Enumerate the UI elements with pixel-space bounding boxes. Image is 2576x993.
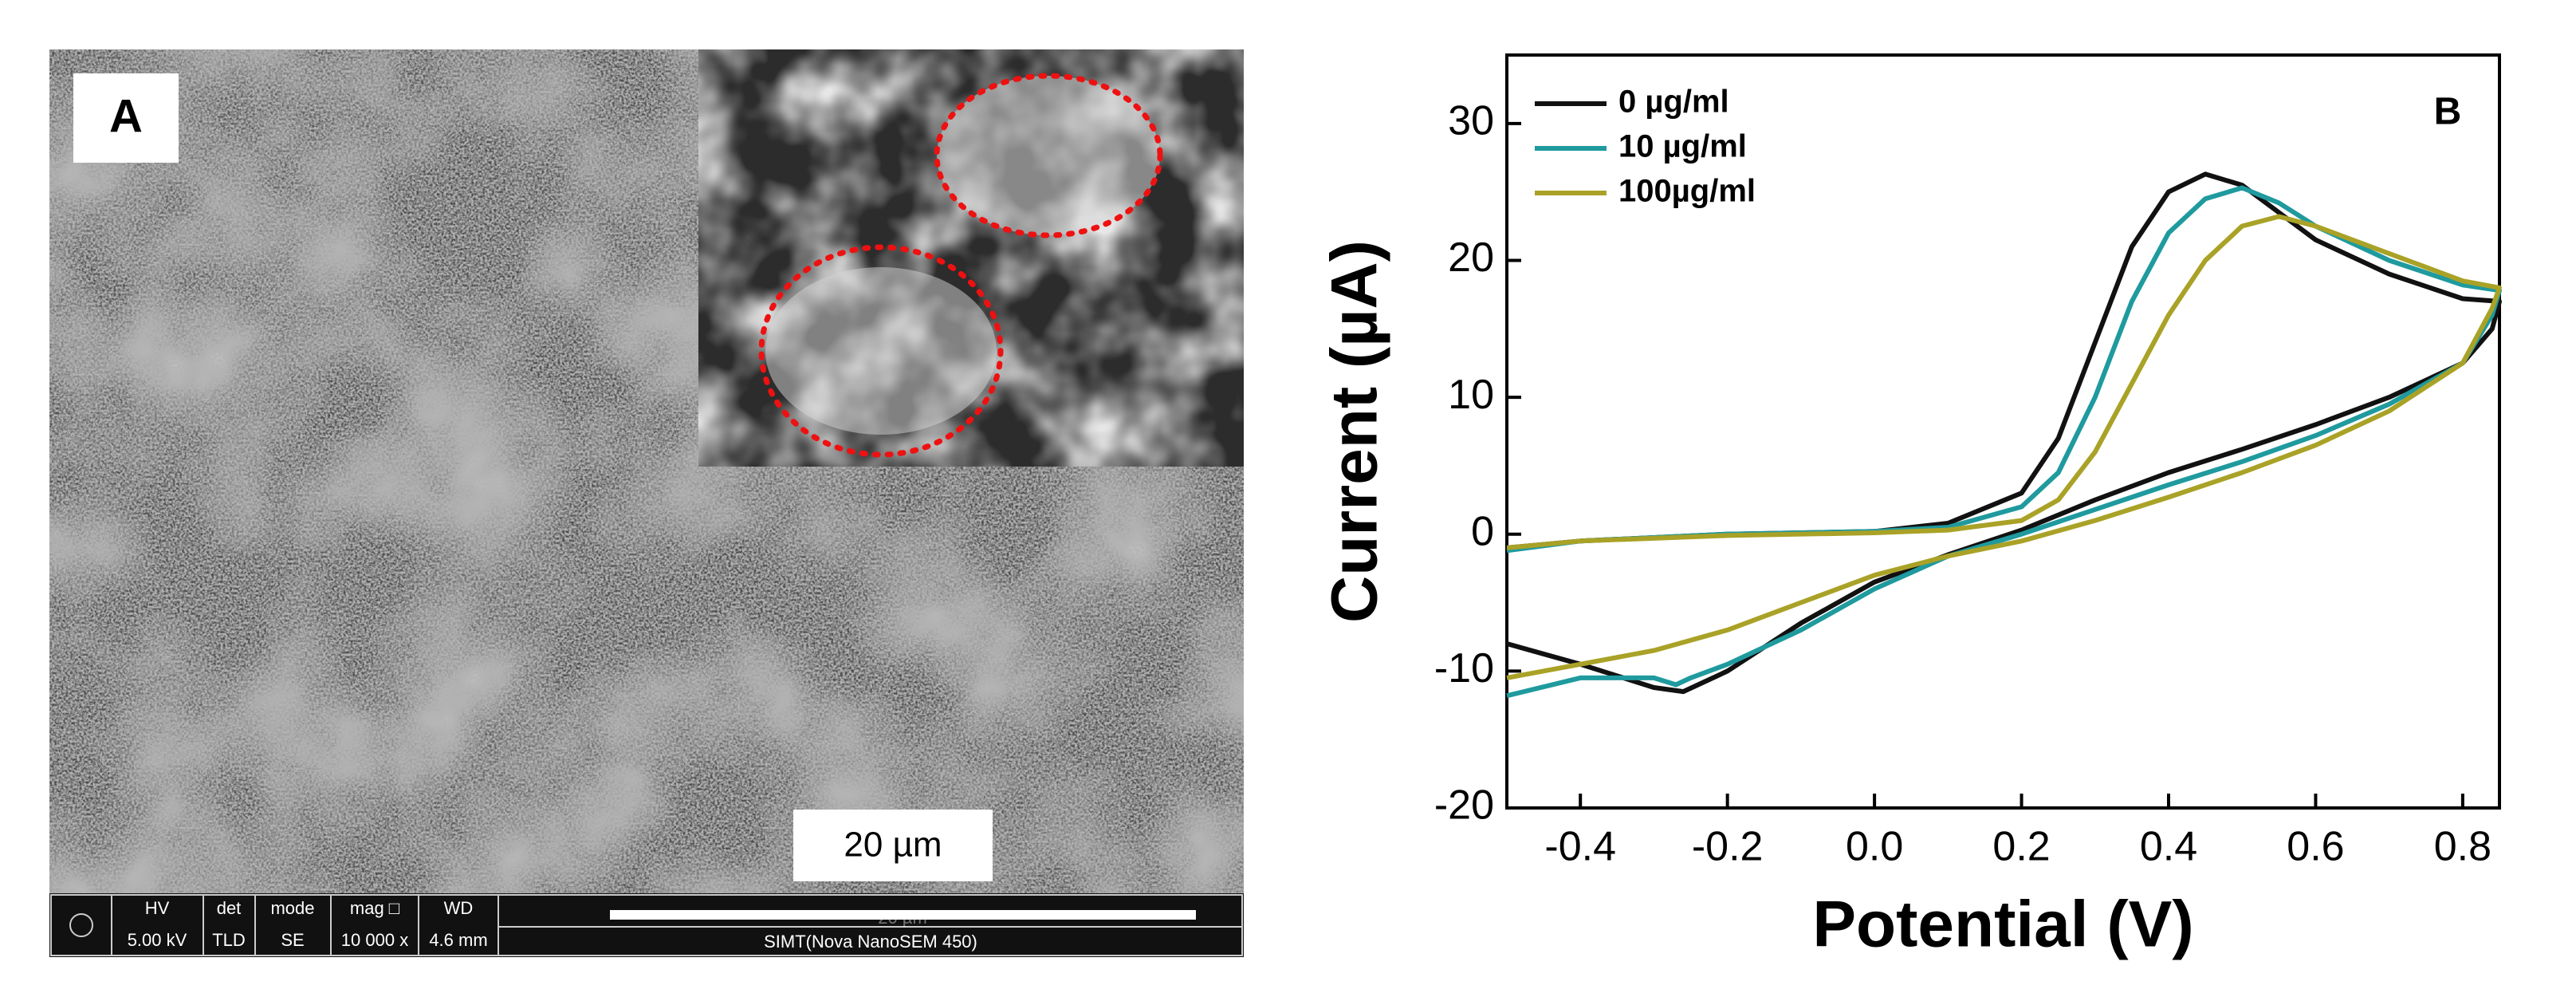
legend-label: 100µg/ml xyxy=(1618,174,1756,209)
info-label: det xyxy=(217,898,242,918)
info-label: mag □ xyxy=(350,898,399,918)
panel-label: A xyxy=(109,90,143,142)
y-axis-label: Current (µA) xyxy=(1319,240,1391,623)
x-tick-label: -0.4 xyxy=(1544,824,1616,870)
cv-curve xyxy=(1506,185,2502,699)
legend-label: 0 µg/ml xyxy=(1618,85,1729,120)
x-tick-label: -0.2 xyxy=(1692,824,1764,870)
x-tick-label: 0.0 xyxy=(1846,824,1903,870)
info-label: WD xyxy=(444,898,474,918)
info-value: 5.00 kV xyxy=(128,930,187,950)
x-tick-label: 0.8 xyxy=(2434,824,2491,870)
plot-frame xyxy=(1505,53,2501,810)
panel-label: B xyxy=(2434,91,2462,133)
info-value: 4.6 mm xyxy=(429,930,487,950)
bar-label: 20 µm xyxy=(878,908,927,928)
scale-box xyxy=(793,810,993,881)
info-value: SE xyxy=(281,930,304,950)
y-tick-label: 30 xyxy=(1448,98,1494,144)
highlight-circle xyxy=(934,73,1163,238)
instrument: SIMT(Nova NanoSEM 450) xyxy=(764,932,977,952)
x-tick-label: 0.4 xyxy=(2140,824,2197,870)
info-bar: 20 µm SIMT(Nova NanoSEM 450) HV 5.00 kV de… xyxy=(49,893,1244,957)
cv-curve xyxy=(1506,171,2502,695)
label-box xyxy=(73,73,179,163)
y-tick-label: 0 xyxy=(1471,508,1494,554)
x-axis-label: Potential (V) xyxy=(1812,889,2193,961)
cv-plot: -20 -10 0 10 20 30 -0.4 -0.2 0.0 0.2 0.4 0.6 0.8 Pote… xyxy=(1319,53,2502,961)
info-value: 10 000 x xyxy=(341,930,408,950)
info-label: mode xyxy=(270,898,314,918)
y-tick-label: -10 xyxy=(1434,645,1494,692)
info-value: TLD xyxy=(212,930,246,950)
y-tick-label: 10 xyxy=(1448,372,1494,418)
legend-label: 10 µg/ml xyxy=(1618,129,1747,164)
x-tick-label: 0.2 xyxy=(1992,824,2050,870)
y-tick-label: 20 xyxy=(1448,234,1494,281)
y-tick-label: -20 xyxy=(1434,782,1494,829)
cv-curve xyxy=(1506,214,2502,680)
highlight-circle xyxy=(758,244,1004,458)
info-label: HV xyxy=(145,898,170,918)
scale-label: 20 µm xyxy=(844,826,942,865)
x-tick-label: 0.6 xyxy=(2287,824,2344,870)
sem-image xyxy=(49,49,1244,893)
